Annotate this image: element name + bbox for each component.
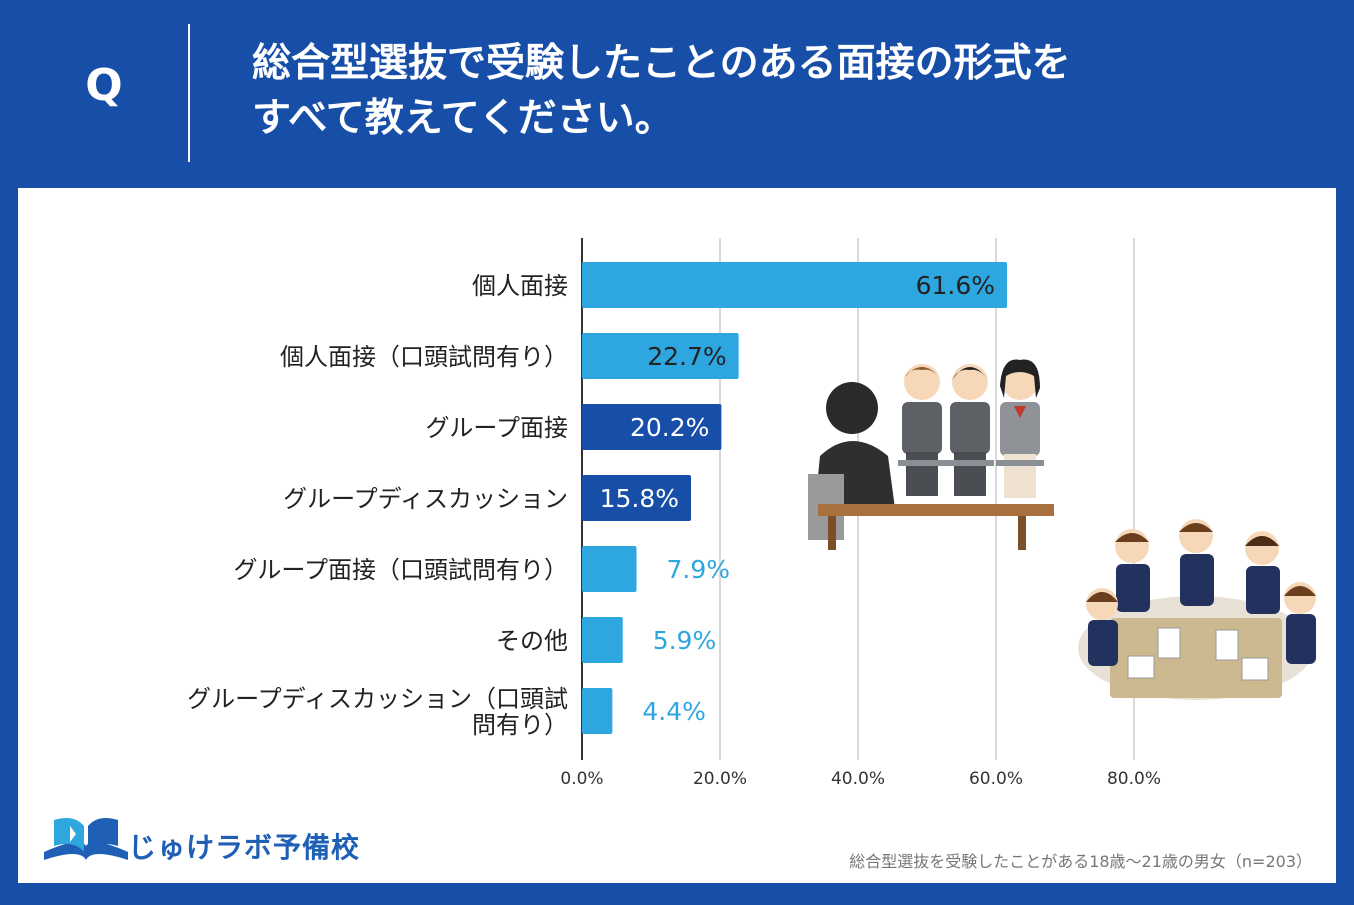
bar: [582, 475, 692, 521]
value-label: 7.9%: [667, 555, 731, 584]
bar: [582, 333, 739, 379]
desk: [818, 504, 1054, 516]
bar-chart: 0.0% 20.0% 40.0% 60.0% 80.0% 個人面接 61.6% 個人面接（口頭…: [187, 238, 1161, 789]
value-label: 61.6%: [916, 271, 995, 300]
x-tick-label: 60.0%: [969, 769, 1023, 789]
category-label: グループ面接（口頭試問有り）: [233, 556, 568, 584]
value-label: 20.2%: [630, 413, 709, 442]
bar: [582, 404, 722, 450]
category-label: グループ面接: [425, 414, 568, 442]
student-figure: [898, 364, 946, 496]
logo-text: じゅけラボ予備校: [128, 831, 361, 864]
discussion-students: [1086, 519, 1316, 666]
interviewer-figure: [808, 382, 896, 540]
question-line-2: すべて教えてください。: [252, 96, 674, 141]
category-label: グループディスカッション: [283, 485, 568, 513]
category-label: グループディスカッション（口頭試問有り）: [187, 685, 568, 739]
student-figure: [996, 359, 1044, 498]
value-label: 4.4%: [642, 697, 706, 726]
category-label: 個人面接（口頭試問有り）: [280, 343, 568, 371]
bar: [582, 546, 637, 592]
question-header: Q 総合型選抜で受験したことのある面接の形式を すべて教えてください。: [0, 0, 1354, 188]
bar: [582, 617, 623, 663]
header-divider: [188, 24, 190, 162]
x-tick-label: 40.0%: [831, 769, 885, 789]
value-label: 22.7%: [647, 342, 726, 371]
question-line-1: 総合型選抜で受験したことのある面接の形式を: [252, 41, 1071, 86]
chart-panel: 0.0% 20.0% 40.0% 60.0% 80.0% 個人面接 61.6% 個人面接（口頭…: [18, 188, 1336, 883]
q-label: Q: [85, 60, 123, 111]
individual-interview-illustration: [808, 359, 1054, 550]
x-tick-label: 0.0%: [560, 769, 603, 789]
book-logo-icon: [44, 818, 128, 860]
value-label: 15.8%: [600, 484, 679, 513]
value-label: 5.9%: [653, 626, 717, 655]
question-text: 総合型選抜で受験したことのある面接の形式を すべて教えてください。: [252, 36, 1252, 146]
footnote: 総合型選抜を受験したことがある18歳～21歳の男女（n=203）: [849, 852, 1312, 871]
group-discussion-illustration: [1078, 519, 1316, 700]
category-label: その他: [496, 627, 568, 655]
bar: [582, 262, 1008, 308]
logo: [44, 818, 128, 860]
bar: [582, 688, 613, 734]
student-figure: [946, 364, 994, 496]
category-label: 個人面接: [472, 272, 568, 300]
x-tick-label: 80.0%: [1107, 769, 1161, 789]
x-tick-label: 20.0%: [693, 769, 747, 789]
